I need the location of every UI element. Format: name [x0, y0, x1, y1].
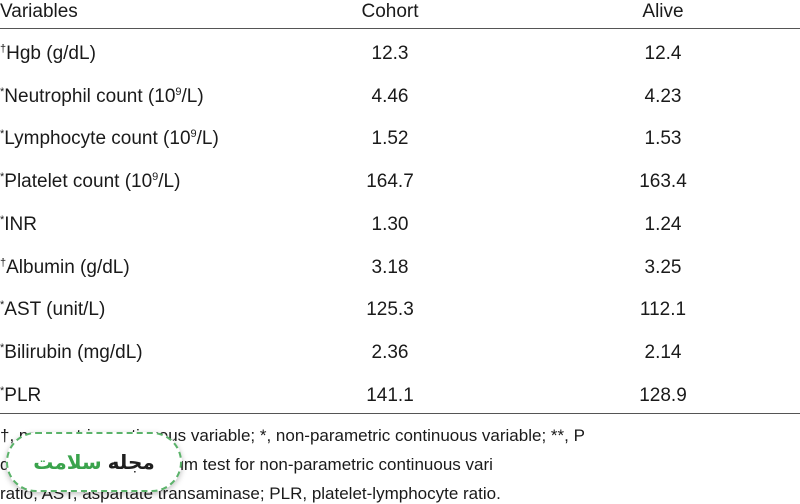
header-cohort: Cohort — [361, 1, 419, 22]
alive-value: 128.9 — [639, 385, 687, 406]
watermark-badge: مجله سلامت — [6, 432, 182, 492]
footnote-marker: * — [0, 86, 5, 98]
footer-divider — [0, 413, 800, 414]
exponent: 9 — [190, 128, 197, 140]
variable-cell: †Albumin (g/dL) — [0, 256, 130, 280]
alive-value: 4.23 — [644, 86, 682, 107]
variable-label: Neutrophil count (10 — [4, 86, 176, 107]
alive-value: 1.24 — [644, 214, 682, 235]
footnote-marker: * — [0, 171, 5, 183]
table-row: *PLR 141.1 128.9 — [0, 384, 800, 426]
variable-label: Lymphocyte count (10 — [4, 128, 191, 149]
cohort-value: 1.30 — [371, 214, 409, 235]
variable-label: PLR — [4, 385, 42, 406]
cohort-value: 2.36 — [371, 342, 409, 363]
alive-value: 163.4 — [639, 171, 687, 192]
watermark-word-1: مجله — [107, 450, 155, 474]
footnote-marker: † — [0, 257, 7, 269]
table-row: *AST (unit/L) 125.3 112.1 — [0, 298, 800, 340]
cohort-value: 1.52 — [371, 128, 409, 149]
footnote-marker: * — [0, 299, 5, 311]
table-row: *INR 1.30 1.24 — [0, 213, 800, 255]
variable-cell: *Neutrophil count (109/L) — [0, 85, 204, 109]
cohort-value: 12.3 — [371, 43, 409, 64]
footnote-marker: * — [0, 214, 5, 226]
variable-unit-tail: /L) — [181, 86, 204, 107]
table-row: *Platelet count (109/L) 164.7 163.4 — [0, 170, 800, 212]
table-row: †Hgb (g/dL) 12.3 12.4 — [0, 42, 800, 84]
variable-cell: *PLR — [0, 384, 41, 408]
variable-cell: *Lymphocyte count (109/L) — [0, 127, 219, 151]
table-header-row: Variables Cohort Alive — [0, 0, 800, 42]
variable-cell: *Platelet count (109/L) — [0, 170, 180, 194]
variable-cell: *AST (unit/L) — [0, 298, 105, 322]
cohort-value: 164.7 — [366, 171, 414, 192]
alive-value: 3.25 — [644, 257, 682, 278]
alive-value: 1.53 — [644, 128, 682, 149]
variable-unit-tail: /L) — [196, 128, 219, 149]
variable-unit-tail: /L) — [158, 171, 181, 192]
footnote-marker: * — [0, 342, 5, 354]
alive-value: 112.1 — [639, 299, 687, 320]
table-row: *Bilirubin (mg/dL) 2.36 2.14 — [0, 341, 800, 383]
variable-label: Hgb (g/dL) — [6, 43, 96, 64]
variable-label: AST (unit/L) — [4, 299, 106, 320]
alive-value: 12.4 — [644, 43, 682, 64]
variable-label: Bilirubin (mg/dL) — [4, 342, 143, 363]
exponent: 9 — [152, 171, 159, 183]
variable-label: Albumin (g/dL) — [6, 257, 130, 278]
footnote-marker: * — [0, 128, 5, 140]
header-divider — [0, 28, 800, 29]
header-variables: Variables — [0, 1, 78, 22]
cohort-value: 4.46 — [371, 86, 409, 107]
alive-value: 2.14 — [644, 342, 682, 363]
header-alive: Alive — [642, 1, 684, 22]
variable-cell: *Bilirubin (mg/dL) — [0, 341, 143, 365]
table-row: *Lymphocyte count (109/L) 1.52 1.53 — [0, 127, 800, 169]
exponent: 9 — [175, 86, 182, 98]
cohort-value: 3.18 — [371, 257, 409, 278]
table-row: †Albumin (g/dL) 3.18 3.25 — [0, 256, 800, 298]
footnote-marker: * — [0, 385, 5, 397]
variable-label: Platelet count (10 — [4, 171, 153, 192]
variable-cell: †Hgb (g/dL) — [0, 42, 96, 66]
variable-label: INR — [4, 214, 38, 235]
footnote-marker: † — [0, 43, 7, 55]
cohort-value: 125.3 — [366, 299, 414, 320]
cohort-value: 141.1 — [366, 385, 414, 406]
watermark-word-2: سلامت — [33, 450, 102, 474]
table-row: *Neutrophil count (109/L) 4.46 4.23 — [0, 85, 800, 127]
variable-cell: *INR — [0, 213, 37, 237]
